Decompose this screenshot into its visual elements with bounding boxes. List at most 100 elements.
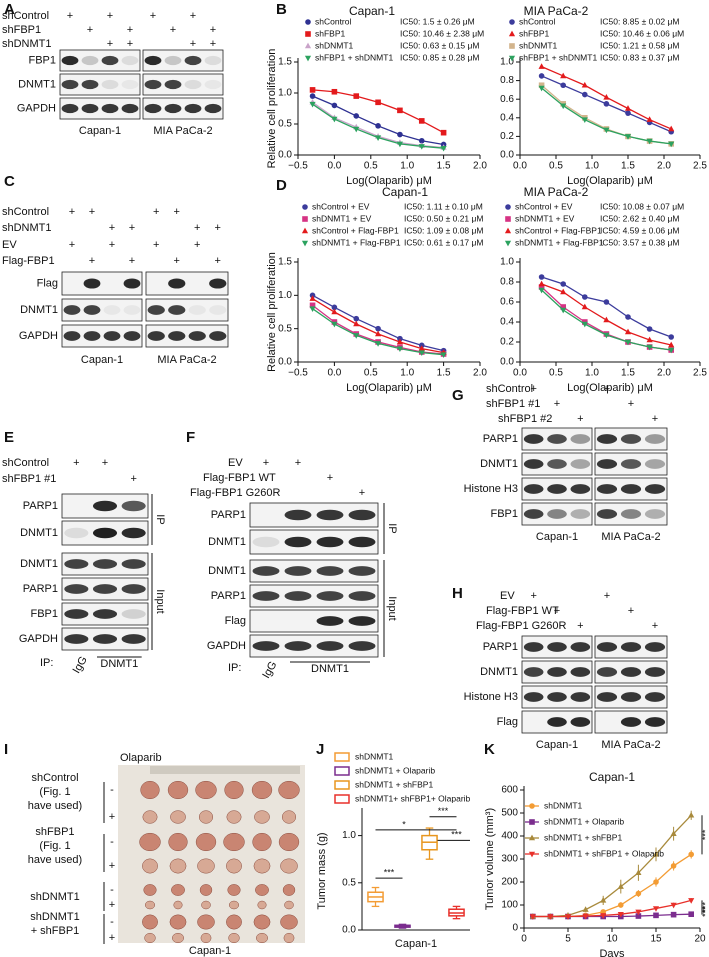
data-point: [353, 333, 360, 339]
legend-label: shDNMT1 + Olaparib: [355, 765, 435, 775]
group-label: shDNMT1: [30, 911, 80, 923]
y-tick-label: 0.6: [500, 297, 514, 308]
legend-swatch: [334, 766, 350, 776]
y-tick-label: 0.2: [500, 337, 514, 348]
data-point: [397, 131, 403, 138]
blot-band: [644, 692, 666, 702]
condition-label: shControl: [486, 383, 533, 395]
blot-band: [570, 459, 591, 469]
ruler: [150, 766, 300, 774]
tumor: [284, 900, 294, 910]
significance: ***: [700, 906, 709, 917]
data-point: [581, 321, 588, 328]
data-point: [670, 902, 677, 909]
cell-line-label: MIA PaCa-2: [601, 531, 660, 543]
blot-band: [123, 305, 141, 315]
plus-sign: +: [109, 811, 115, 823]
data-point: [353, 93, 360, 99]
data-point: [603, 101, 610, 107]
blot-band: [570, 667, 591, 677]
y-tick-label: 0.0: [278, 150, 292, 161]
condition-label: EV: [500, 590, 515, 602]
blot-band: [164, 103, 182, 114]
data-point: [375, 99, 381, 106]
tumor: [197, 858, 215, 874]
legend-marker: [304, 42, 312, 49]
blot-band: [348, 616, 376, 626]
blot-row-label: DNMT1: [20, 558, 58, 570]
data-point: [309, 101, 316, 108]
blot-band: [83, 305, 101, 315]
blot-band: [596, 642, 618, 652]
plus-sign: +: [604, 590, 610, 602]
x-tick-label: 1.5: [437, 368, 451, 379]
plus-sign: +: [359, 487, 365, 499]
x-tick-label: 1.0: [585, 368, 599, 379]
data-point: [560, 103, 567, 110]
blot-row-label: DNMT1: [20, 527, 58, 539]
blot-frame: [142, 49, 224, 72]
blot-band: [348, 641, 376, 651]
data-point: [418, 345, 425, 351]
ip-prefix: IP:: [40, 657, 53, 669]
blot-band: [523, 667, 544, 677]
tumor: [197, 914, 215, 930]
blot-band: [596, 509, 618, 519]
legend-label: shDNMT1 + EV: [515, 213, 575, 223]
data-point: [353, 320, 360, 327]
blot-band: [83, 331, 101, 341]
blot-row-label: PARP1: [483, 433, 518, 445]
blot-band: [64, 559, 89, 569]
blot-band: [121, 500, 146, 512]
blot-band: [164, 79, 182, 90]
tumor: [139, 832, 161, 852]
plus-sign: +: [604, 383, 610, 395]
blot-band: [284, 536, 312, 548]
x-tick-label: 0.5: [549, 368, 563, 379]
ic50-annotation: IC50: 4.59 ± 0.06 μM: [600, 225, 680, 235]
blot-row-label: FBP1: [28, 54, 56, 66]
data-point: [529, 914, 536, 920]
plus-sign: +: [652, 620, 658, 632]
tumor: [167, 780, 189, 800]
y-axis-label: Relative cell proliferation: [266, 252, 278, 372]
ip-prefix: IP:: [228, 662, 241, 674]
panel-label: K: [484, 741, 495, 758]
data-point: [375, 123, 381, 129]
data-point: [668, 347, 675, 354]
legend-marker: [529, 803, 535, 809]
data-point: [625, 314, 631, 320]
data-point: [581, 303, 588, 310]
legend-marker: [305, 19, 311, 25]
tumor: [251, 780, 273, 800]
blot-band: [547, 459, 567, 469]
tumor: [195, 780, 217, 800]
blot-band: [184, 55, 202, 66]
tumor: [252, 832, 272, 852]
plus-sign: +: [190, 10, 196, 22]
y-tick-label: 400: [501, 831, 518, 842]
legend-label: shDNMT1: [544, 800, 583, 810]
panel-label: E: [4, 429, 14, 446]
data-point: [560, 304, 566, 310]
blot-row-label: DNMT1: [480, 666, 518, 678]
blot-row-label: Flag: [37, 277, 58, 289]
blot-row-label: PARP1: [211, 509, 246, 521]
tumor: [168, 832, 188, 852]
data-point: [309, 93, 316, 99]
plus-sign: +: [530, 383, 536, 395]
condition-label: shDNMT1: [2, 38, 52, 50]
condition-label: shFBP1 #1: [2, 473, 56, 485]
blot-frame: [59, 97, 141, 120]
blot-row-label: PARP1: [483, 641, 518, 653]
y-tick-label: 0.6: [500, 94, 514, 105]
condition-label: Flag-FBP1: [2, 255, 55, 267]
blot-frame: [142, 97, 224, 120]
panel-label: F: [186, 429, 195, 446]
blot-band: [121, 79, 139, 90]
data-point: [668, 141, 675, 148]
blot-band: [596, 459, 618, 469]
legend-marker: [504, 240, 512, 247]
ic50-annotation: IC50: 0.85 ± 0.28 μM: [400, 52, 480, 62]
